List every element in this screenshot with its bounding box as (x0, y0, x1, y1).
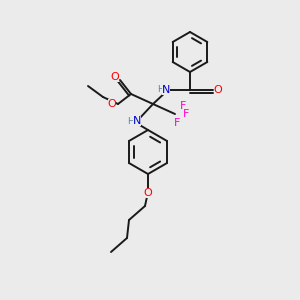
Text: N: N (162, 85, 170, 95)
Text: O: O (108, 99, 116, 109)
Text: H: H (128, 116, 134, 125)
Text: F: F (180, 101, 186, 111)
Text: N: N (133, 116, 141, 126)
Text: H: H (158, 85, 164, 94)
Text: F: F (174, 118, 180, 128)
Text: O: O (214, 85, 222, 95)
Text: F: F (183, 109, 189, 119)
Text: O: O (144, 188, 152, 198)
Text: O: O (111, 72, 119, 82)
